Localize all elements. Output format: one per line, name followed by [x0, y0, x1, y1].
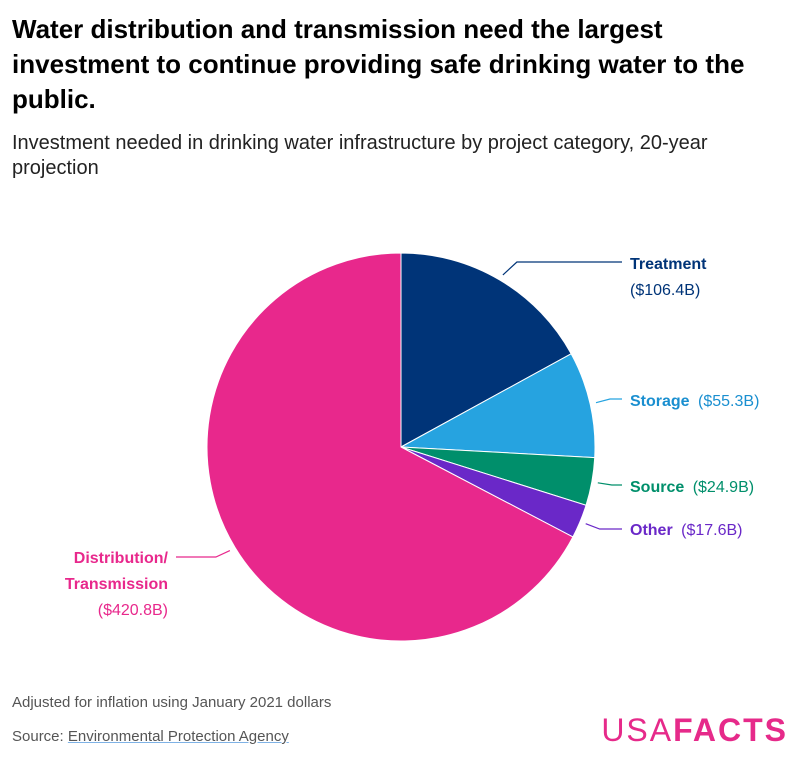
leader-line-treatment — [502, 261, 622, 276]
value-distribution: ($420.8B) — [98, 602, 168, 619]
logo-facts: FACTS — [673, 712, 788, 748]
leader-line-source — [597, 482, 622, 486]
chart-subtitle: Investment needed in drinking water infr… — [12, 132, 708, 179]
pie-slices — [206, 252, 596, 642]
inflation-note: Adjusted for inflation using January 202… — [12, 694, 332, 711]
logo-usa: USA — [601, 712, 674, 748]
label-storage: Storage ($55.3B) — [630, 393, 759, 410]
slice-storage — [399, 353, 596, 459]
chart-title: Water distribution and transmission need… — [12, 14, 745, 114]
leader-line-other — [585, 523, 622, 530]
source-prefix: Source: — [12, 728, 68, 745]
pie-chart: Treatment ($106.4B) Storage ($55.3B) Sou… — [65, 252, 759, 642]
value-treatment: ($106.4B) — [630, 282, 700, 299]
leader-line-distribution — [176, 550, 231, 558]
leader-line-storage — [595, 398, 622, 404]
usafacts-logo: USAFACTS — [601, 712, 788, 749]
label-treatment: Treatment — [630, 256, 707, 273]
label-distribution-line1: Distribution/ — [74, 550, 169, 567]
slice-distribution — [206, 252, 574, 642]
label-source: Source ($24.9B) — [630, 479, 754, 496]
leader-lines — [176, 261, 622, 558]
slice-treatment — [400, 252, 572, 448]
label-other: Other ($17.6B) — [630, 522, 743, 539]
label-distribution-line2: Transmission — [65, 576, 168, 593]
source-line: Source: Environmental Protection Agency — [12, 728, 289, 745]
source-link[interactable]: Environmental Protection Agency — [67, 728, 289, 745]
